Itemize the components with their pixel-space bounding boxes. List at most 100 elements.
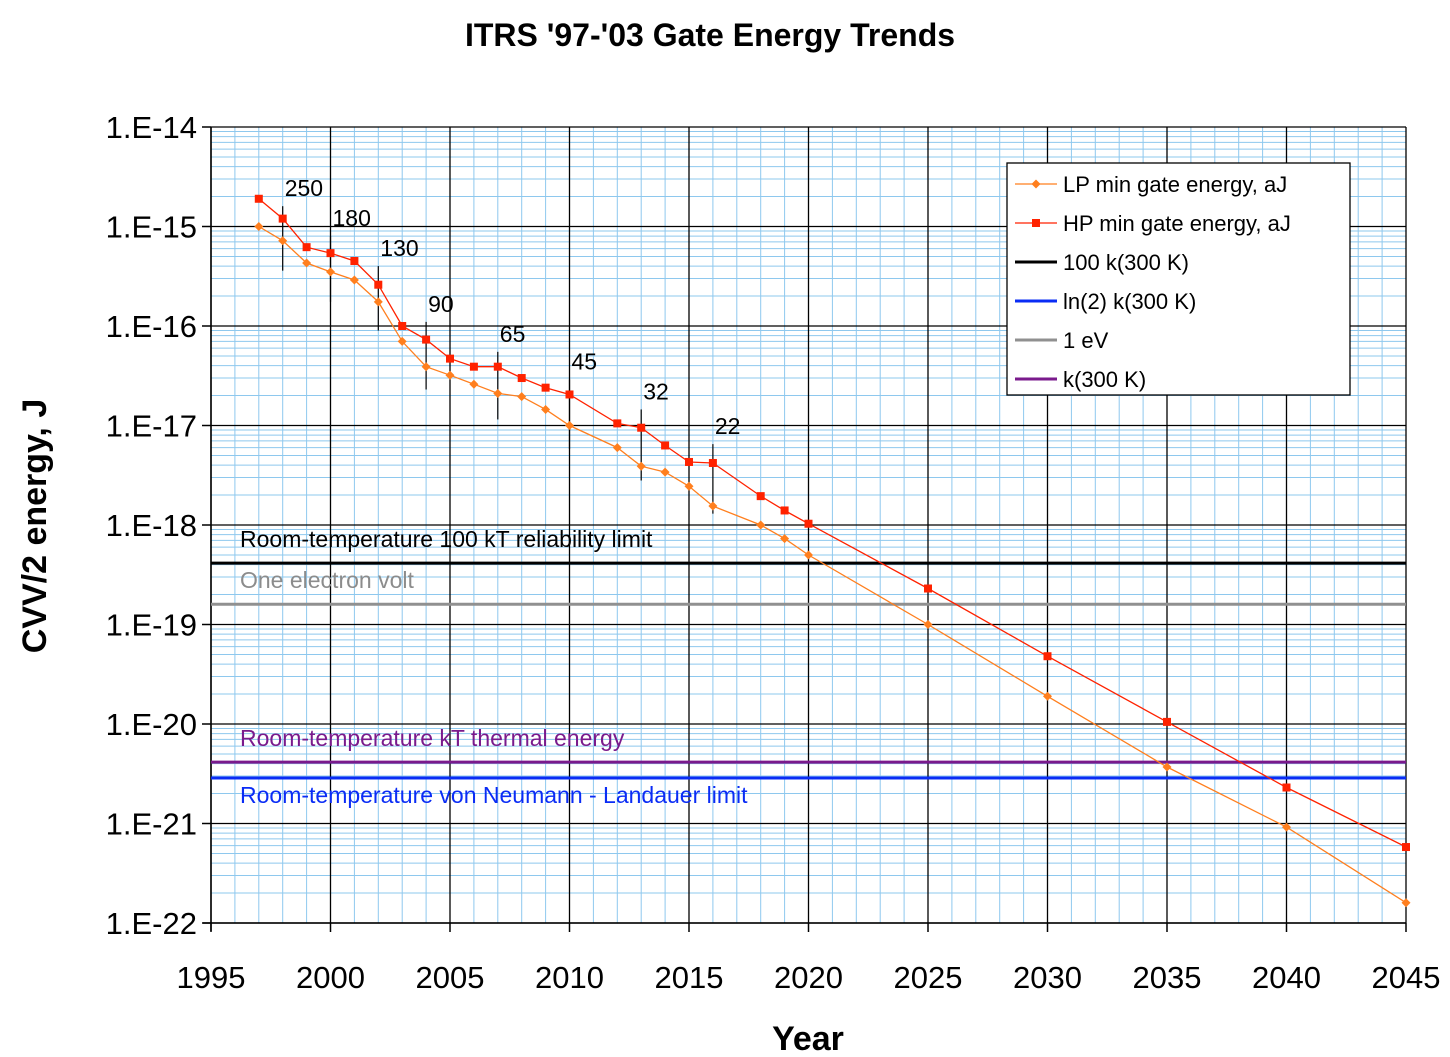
hp-data-point: [756, 492, 765, 501]
x-tick-label: 2010: [535, 960, 604, 995]
hp-data-point: [1282, 783, 1291, 792]
lp-data-point: [636, 461, 646, 471]
reference-lines: Room-temperature 100 kT reliability limi…: [211, 526, 1406, 808]
hp-data-point: [517, 374, 526, 383]
y-tick-label: 1.E-15: [106, 210, 197, 245]
lp-data-point: [565, 421, 574, 430]
node-label: 45: [572, 348, 598, 374]
hp-data-point: [1043, 652, 1052, 661]
grid: [210, 126, 1407, 924]
x-tick-label: 2025: [894, 960, 963, 995]
y-tick-label: 1.E-16: [106, 309, 197, 344]
legend-box: [1006, 162, 1351, 396]
hp-data-point: [708, 458, 717, 467]
hp-data-point: [446, 354, 454, 363]
hp-data-point: [422, 335, 431, 344]
hp-data-point: [493, 362, 502, 371]
legend-entry-label: LP min gate energy, aJ: [1063, 172, 1287, 197]
chart-title: ITRS '97-'03 Gate Energy Trends: [465, 17, 955, 53]
lp-data-point: [660, 467, 670, 477]
lp-data-point: [302, 258, 312, 268]
reference-line-annotation: One electron volt: [240, 567, 414, 593]
lp-data-point: [326, 267, 335, 277]
x-tick-label: 2015: [655, 960, 724, 995]
lp-data-point: [541, 404, 551, 414]
hp-data-point: [924, 584, 932, 593]
node-label: 180: [333, 205, 371, 231]
legend-entry-label: k(300 K): [1063, 367, 1146, 392]
x-tick-label: 2000: [296, 960, 365, 995]
x-axis-label: Year: [772, 1020, 844, 1057]
node-label: 130: [380, 235, 418, 261]
y-tick-label: 1.E-19: [106, 608, 197, 643]
y-tick-label: 1.E-21: [106, 807, 197, 842]
lp-data-point: [1401, 898, 1411, 908]
legend-entry-label: ln(2) k(300 K): [1063, 289, 1196, 314]
reference-line-annotation: Room-temperature von Neumann - Landauer …: [240, 782, 748, 808]
technology-node-annotations: 250 180 130 90 65 45 32 22: [282, 175, 741, 514]
x-tick-label: 2005: [416, 960, 485, 995]
reference-line-annotation: Room-temperature 100 kT reliability limi…: [240, 526, 653, 552]
lp-data-point: [349, 275, 359, 285]
node-label: 22: [715, 413, 741, 439]
lp-data-point: [1162, 762, 1172, 772]
lp-data-point: [373, 297, 383, 307]
hp-data-point: [374, 280, 383, 289]
lp-data-point: [278, 236, 288, 246]
hp-data-point: [469, 362, 478, 371]
y-tick-label: 1.E-18: [106, 508, 197, 543]
lp-data-point: [421, 362, 431, 372]
lp-data-point: [756, 520, 766, 530]
legend: LP min gate energy, aJ HP min gate energy…: [1006, 162, 1351, 396]
lp-data-point: [804, 550, 813, 560]
hp-data-point: [254, 194, 263, 203]
hp-data-point: [541, 383, 550, 392]
y-axis-label: CVV/2 energy, J: [16, 399, 54, 654]
hp-data-point: [613, 419, 622, 428]
y-tick-label: 1.E-14: [106, 110, 197, 145]
hp-data-point: [780, 506, 789, 515]
x-tick-label: 2045: [1372, 960, 1441, 995]
x-tick-label: 2030: [1013, 960, 1082, 995]
hp-data-point: [637, 423, 646, 432]
legend-entry-label: HP min gate energy, aJ: [1063, 211, 1291, 236]
lp-data-point: [445, 370, 455, 380]
lp-data-point: [397, 336, 407, 346]
hp-data-point: [1163, 717, 1171, 726]
x-tick-label: 1995: [177, 960, 246, 995]
reference-line-annotation: Room-temperature kT thermal energy: [240, 725, 625, 751]
hp-data-point: [302, 243, 311, 252]
y-tick-label: 1.E-17: [106, 409, 197, 444]
lp-data-point: [612, 443, 622, 453]
x-tick-label: 2035: [1133, 960, 1202, 995]
hp-data-point: [398, 322, 407, 330]
hp-data-point: [661, 441, 670, 450]
axes: 1.E-14 1.E-15 1.E-16 1.E-17 1.E-18 1.E-19 1.E-…: [106, 110, 1441, 995]
hp-data-point: [350, 257, 359, 266]
hp-data-point: [326, 249, 335, 258]
data-series: [254, 194, 1411, 908]
lp-data-point: [469, 379, 479, 389]
hp-data-point: [278, 214, 287, 223]
y-tick-label: 1.E-20: [106, 707, 197, 742]
legend-entry-label: 1 eV: [1063, 328, 1109, 353]
lp-data-point: [493, 388, 503, 398]
x-tick-label: 2020: [774, 960, 843, 995]
legend-entry-label: 100 k(300 K): [1063, 250, 1189, 275]
lp-data-point: [1282, 822, 1291, 832]
hp-data-point: [685, 457, 693, 466]
node-label: 250: [285, 175, 323, 201]
hp-data-point: [1402, 843, 1410, 852]
legend-marker-diamond: [1031, 179, 1041, 189]
lp-data-point: [517, 392, 527, 402]
lp-data-point: [780, 534, 790, 544]
hp-data-point: [565, 390, 574, 399]
hp-data-point: [804, 519, 813, 528]
lp-data-point: [923, 620, 933, 629]
node-label: 32: [643, 378, 669, 404]
node-label: 65: [500, 321, 526, 347]
lp-data-point: [684, 481, 694, 491]
y-tick-label: 1.E-22: [106, 906, 197, 941]
